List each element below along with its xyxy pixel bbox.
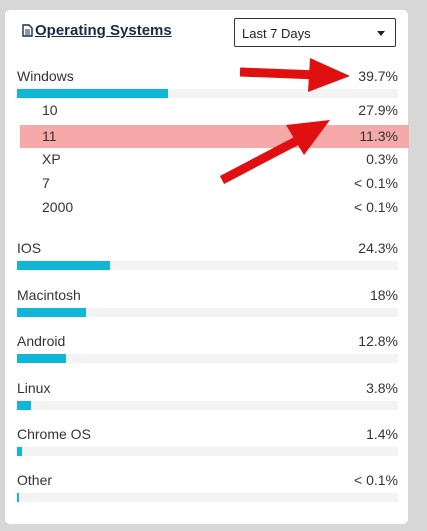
version-name: 7 [42,175,50,191]
share-bar-fill [17,401,32,410]
windows-version-row: 2000 < 0.1% [17,198,398,218]
version-percentage: 0.3% [366,151,398,167]
card-title: Operating Systems [35,22,172,39]
os-percentage: 3.8% [366,380,398,396]
version-percentage: < 0.1% [354,199,398,215]
windows-version-row: 7 < 0.1% [17,174,398,194]
share-bar-fill [17,493,19,502]
version-percentage: < 0.1% [354,175,398,191]
version-name: 2000 [42,199,74,215]
os-name: Android [17,333,66,349]
os-name: Chrome OS [17,426,91,442]
share-bar-track [17,354,398,363]
version-name: 11 [42,128,57,144]
share-bar-track [17,308,398,317]
caret-down-icon [377,31,385,36]
share-bar-fill [17,354,66,363]
share-bar-fill [17,308,86,317]
os-name: Macintosh [17,287,81,303]
os-percentage: 18% [369,287,398,303]
windows-version-row-highlighted: 11 11.3% [20,125,409,148]
operating-systems-card: Operating Systems Last 7 Days Windows 39… [5,10,409,524]
os-name: Other [17,472,53,488]
date-range-select[interactable]: Last 7 Days [234,18,396,47]
os-name: Windows [17,68,74,84]
version-name: XP [42,151,61,167]
card-title-link[interactable]: Operating Systems [22,22,172,39]
os-percentage: < 0.1% [354,472,398,488]
share-bar-track [17,493,398,502]
windows-version-row: XP 0.3% [17,150,398,170]
os-percentage: 12.8% [358,333,398,349]
os-name: IOS [17,240,42,256]
windows-version-row: 10 27.9% [17,101,398,121]
version-percentage: 11.3% [359,128,398,144]
version-percentage: 27.9% [358,102,398,118]
share-bar-fill [17,89,169,98]
date-range-value: Last 7 Days [242,26,311,41]
os-percentage: 39.7% [358,68,398,84]
share-bar-track [17,89,398,98]
os-percentage: 1.4% [366,426,398,442]
os-name: Linux [17,380,51,396]
version-name: 10 [42,102,58,118]
share-bar-track [17,447,398,456]
share-bar-track [17,261,398,270]
document-icon [22,24,33,37]
share-bar-fill [17,447,23,456]
share-bar-track [17,401,398,410]
os-percentage: 24.3% [358,240,398,256]
share-bar-fill [17,261,110,270]
